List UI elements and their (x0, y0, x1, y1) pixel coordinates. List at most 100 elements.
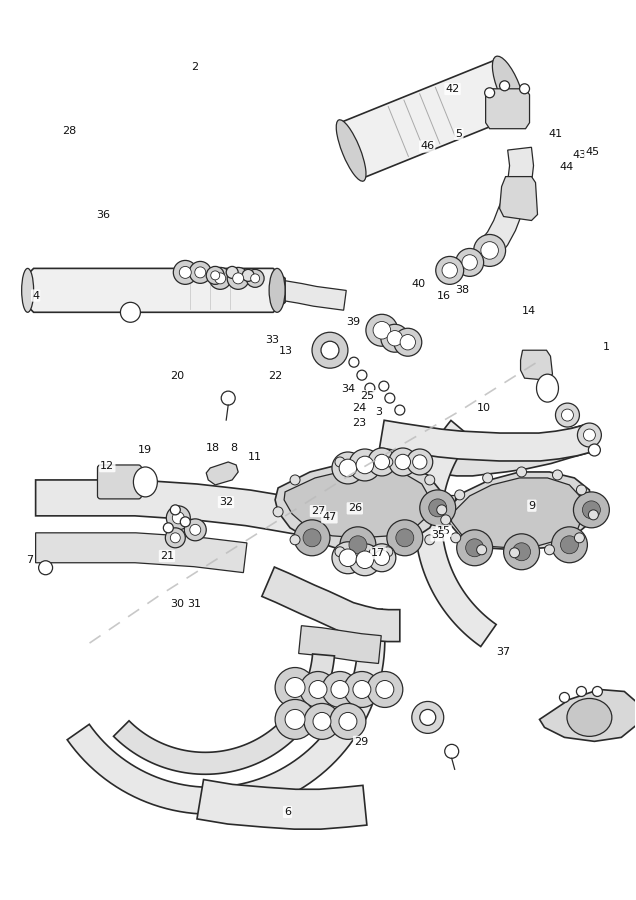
Polygon shape (280, 281, 346, 310)
Circle shape (376, 680, 394, 698)
Circle shape (420, 709, 436, 725)
Circle shape (300, 671, 336, 707)
Circle shape (516, 467, 527, 477)
FancyBboxPatch shape (97, 465, 141, 499)
Polygon shape (480, 148, 534, 256)
Circle shape (395, 454, 410, 470)
Circle shape (211, 271, 219, 280)
Circle shape (513, 543, 530, 561)
Circle shape (544, 544, 555, 554)
Circle shape (273, 507, 283, 517)
Circle shape (485, 88, 495, 98)
Text: 28: 28 (62, 126, 76, 136)
Circle shape (381, 324, 409, 352)
Polygon shape (380, 420, 593, 461)
Circle shape (344, 671, 380, 707)
Text: 17: 17 (371, 548, 385, 558)
Circle shape (368, 448, 396, 476)
Text: 25: 25 (361, 392, 375, 401)
Circle shape (551, 526, 588, 562)
Polygon shape (262, 567, 400, 642)
Text: 26: 26 (348, 503, 362, 513)
Text: 32: 32 (219, 497, 233, 507)
Circle shape (374, 454, 389, 470)
Circle shape (167, 506, 190, 530)
Text: 1: 1 (604, 342, 611, 352)
Text: 47: 47 (322, 512, 336, 522)
Circle shape (356, 456, 374, 473)
Circle shape (385, 393, 395, 403)
Circle shape (357, 370, 367, 380)
Text: 4: 4 (32, 291, 39, 301)
Polygon shape (36, 480, 321, 537)
Circle shape (457, 530, 493, 566)
Text: 6: 6 (284, 807, 291, 817)
Circle shape (429, 499, 446, 517)
Text: 24: 24 (352, 403, 366, 413)
Circle shape (389, 448, 417, 476)
Circle shape (275, 699, 315, 740)
Circle shape (180, 517, 190, 526)
Circle shape (356, 551, 374, 569)
Circle shape (574, 492, 609, 527)
Circle shape (425, 475, 435, 485)
Circle shape (339, 713, 357, 731)
Text: 7: 7 (25, 554, 33, 564)
Circle shape (400, 335, 415, 350)
Text: 30: 30 (170, 599, 184, 609)
Circle shape (349, 536, 367, 554)
Ellipse shape (22, 268, 34, 312)
Text: 36: 36 (97, 210, 111, 220)
Ellipse shape (492, 56, 525, 118)
Circle shape (560, 692, 569, 702)
Circle shape (184, 518, 206, 541)
Circle shape (500, 81, 509, 91)
Text: 20: 20 (170, 372, 184, 382)
Ellipse shape (134, 467, 157, 497)
Circle shape (251, 274, 259, 283)
Circle shape (206, 266, 225, 284)
Circle shape (39, 561, 53, 575)
Circle shape (451, 533, 460, 543)
Text: 23: 23 (352, 418, 366, 428)
Circle shape (170, 505, 180, 515)
Circle shape (445, 744, 459, 759)
Circle shape (233, 273, 244, 284)
Text: 27: 27 (311, 506, 325, 516)
Polygon shape (520, 350, 553, 380)
Text: 44: 44 (560, 162, 574, 172)
Circle shape (555, 403, 579, 427)
Ellipse shape (537, 374, 558, 402)
Polygon shape (197, 779, 367, 829)
Circle shape (290, 535, 300, 544)
Circle shape (349, 544, 381, 576)
Polygon shape (284, 470, 430, 538)
Circle shape (195, 267, 205, 278)
Circle shape (553, 470, 562, 480)
Circle shape (562, 410, 574, 421)
Circle shape (170, 533, 180, 543)
Circle shape (303, 529, 321, 547)
Circle shape (322, 671, 358, 707)
Text: 46: 46 (420, 141, 434, 151)
Circle shape (165, 527, 185, 548)
Ellipse shape (336, 120, 366, 181)
Polygon shape (67, 609, 385, 814)
Polygon shape (446, 472, 591, 550)
Text: 45: 45 (585, 147, 599, 157)
Polygon shape (275, 462, 439, 550)
Circle shape (520, 84, 530, 94)
Circle shape (577, 423, 602, 447)
Polygon shape (113, 654, 335, 774)
Circle shape (366, 314, 398, 346)
Circle shape (374, 550, 389, 565)
Text: 14: 14 (522, 306, 536, 316)
Text: 21: 21 (160, 551, 174, 561)
Circle shape (395, 405, 404, 415)
Circle shape (576, 687, 586, 697)
Circle shape (190, 261, 211, 284)
Circle shape (574, 533, 584, 543)
Circle shape (476, 544, 487, 554)
Text: 8: 8 (231, 443, 238, 454)
Circle shape (576, 485, 586, 495)
